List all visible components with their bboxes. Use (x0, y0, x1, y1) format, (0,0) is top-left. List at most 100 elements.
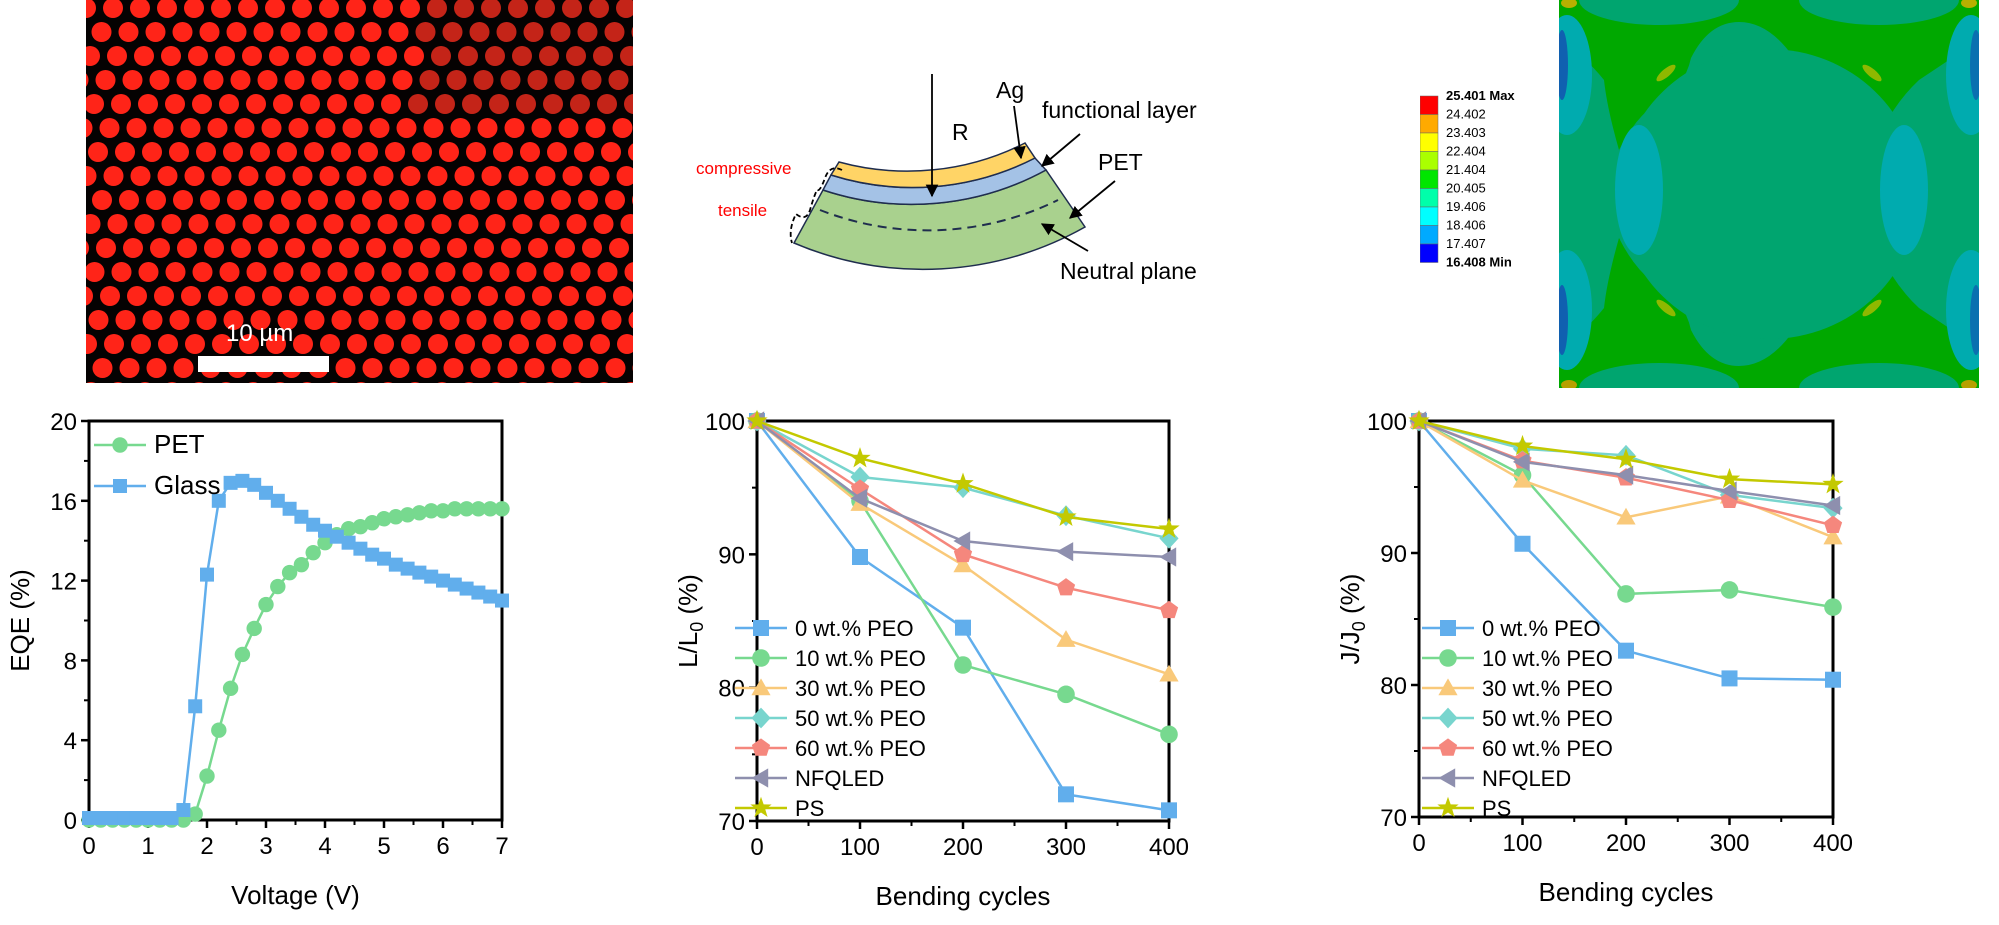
qd-pixel (362, 358, 383, 378)
qd-pixel (358, 310, 379, 330)
neutral-plane-label: Neutral plane (1060, 258, 1197, 284)
data-point (1158, 517, 1180, 539)
legend-label: NFQLED (1482, 766, 1571, 791)
data-point (1057, 685, 1075, 704)
qd-pixel (577, 22, 598, 42)
qd-pixel (416, 190, 436, 210)
legend-marker (751, 738, 771, 756)
qd-pixel (509, 334, 529, 354)
qd-pixel (608, 70, 629, 90)
qd-pixel (86, 94, 104, 114)
qd-pixel (458, 46, 478, 66)
series-0-wt-peo (749, 413, 1177, 819)
qd-pixel (508, 0, 528, 18)
qd-pixel (161, 46, 181, 66)
series-ps (1408, 409, 1844, 494)
legend-label: NFQLED (795, 766, 884, 791)
qd-pixel (501, 238, 521, 258)
data-point (211, 722, 227, 738)
qd-pixel (111, 94, 131, 114)
qd-pixel (342, 118, 363, 138)
x-tick-label: 400 (1149, 834, 1189, 861)
qd-pixel (192, 94, 212, 114)
qd-pixel (400, 0, 420, 18)
data-point (852, 549, 868, 565)
qd-pixel (180, 118, 201, 138)
qd-pixel (269, 46, 289, 66)
ag-arrow (1013, 105, 1026, 160)
legend-label: 22.404 (1446, 144, 1486, 159)
qd-pixel (624, 262, 633, 282)
qd-pixel (420, 238, 440, 258)
qd-pixel (478, 286, 498, 306)
data-point (1159, 600, 1179, 619)
qd-pixel (578, 358, 599, 378)
qd-pixel (373, 166, 394, 186)
qd-pixel (616, 0, 633, 18)
data-point (352, 519, 369, 535)
legend-label: PET (154, 429, 205, 459)
qd-pixel (262, 286, 282, 306)
qd-pixel (234, 118, 255, 138)
qd-pixel (419, 70, 440, 90)
qd-pixel (455, 334, 475, 354)
data-point (93, 811, 108, 826)
legend-marker (750, 796, 772, 818)
data-point (1616, 507, 1636, 525)
qd-pixel (320, 334, 340, 354)
qd-pixel (86, 46, 100, 66)
qd-pixel (250, 142, 270, 162)
qd-pixel (555, 238, 575, 258)
qd-pixel (212, 334, 232, 354)
ag-label: Ag (996, 77, 1024, 103)
legend-label: 16.408 Min (1446, 255, 1512, 270)
qd-pixel (435, 94, 455, 114)
qd-pixel (377, 46, 397, 66)
legend-label: 60 wt.% PEO (1482, 736, 1613, 761)
data-point (377, 551, 391, 566)
qd-pixel (145, 22, 166, 42)
qd-pixel (134, 214, 155, 234)
data-point (1823, 495, 1841, 516)
qd-pixel (91, 22, 112, 42)
qd-pixel (100, 286, 120, 306)
qd-pixel (613, 286, 633, 306)
qd-pixel (140, 382, 150, 383)
legend-label: 0 wt.% PEO (795, 616, 914, 641)
qd-pixel (192, 262, 213, 282)
data-point (1058, 786, 1074, 803)
qd-pixel (253, 22, 274, 42)
x-tick-label: 0 (1412, 830, 1425, 857)
qd-pixel (350, 46, 370, 66)
qd-pixel (316, 286, 336, 306)
data-point (365, 547, 380, 562)
qd-pixel (404, 46, 424, 66)
data-point (1056, 630, 1076, 647)
qd-pixel (477, 118, 498, 138)
qd-pixel (427, 166, 448, 186)
qd-pixel (86, 240, 89, 256)
data-point (152, 811, 167, 826)
legend-marker (113, 479, 127, 493)
current-bending-chart: 0 100 200 300 400 70 80 90 100 Bending cycles J/J0… (1335, 409, 1853, 907)
qd-pixel (311, 70, 332, 90)
qd-pixel (493, 310, 514, 330)
qd-pixel (388, 22, 409, 42)
qd-pixel (439, 310, 460, 330)
y-tick-label: 90 (718, 542, 745, 569)
qd-pixel (586, 286, 606, 306)
functional-layer-arrow (1041, 133, 1081, 167)
data-point (447, 501, 463, 517)
functional-layer-label: functional layer (1042, 97, 1197, 123)
y-tick-label: 8 (64, 648, 77, 675)
data-point (270, 493, 285, 508)
data-point (1055, 505, 1077, 527)
qd-pixel (177, 238, 197, 258)
qd-pixel (570, 94, 590, 114)
qd-pixel (88, 310, 109, 330)
data-point (471, 585, 486, 600)
x-tick-label: 0 (750, 834, 763, 861)
series-pet (81, 501, 510, 828)
y-tick-label: 0 (64, 808, 77, 835)
qd-pixel (165, 94, 185, 114)
